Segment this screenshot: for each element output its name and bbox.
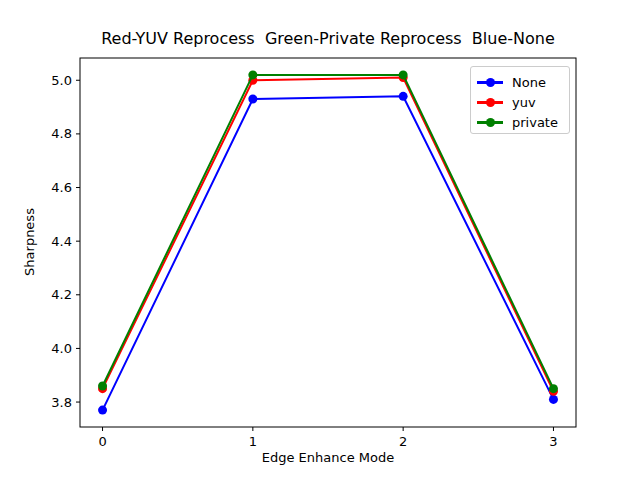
series-marker-none [399, 92, 408, 101]
series-line-none [103, 96, 554, 410]
y-tick-label: 4.0 [51, 341, 72, 356]
x-tick-label: 0 [98, 434, 106, 449]
y-tick-label: 4.2 [51, 287, 72, 302]
series-marker-private [248, 70, 257, 79]
y-tick-label: 4.4 [51, 234, 72, 249]
y-tick-label: 4.8 [51, 126, 72, 141]
series-marker-none [98, 406, 107, 415]
series-marker-private [549, 384, 558, 393]
x-tick-label: 3 [549, 434, 557, 449]
legend-label: private [512, 115, 558, 130]
legend-marker-private-icon [477, 117, 503, 127]
y-tick-label: 3.8 [51, 395, 72, 410]
x-axis-label: Edge Enhance Mode [80, 450, 576, 465]
figure: Red-YUV Reprocess Green-Private Reproces… [0, 0, 640, 480]
legend-marker-none-icon [477, 77, 503, 87]
y-axis-label: Sharpness [22, 208, 37, 276]
y-tick-label: 4.6 [51, 180, 72, 195]
legend-entry-yuv: yuv [477, 92, 569, 112]
y-tick-label: 5.0 [51, 73, 72, 88]
legend-label: yuv [512, 95, 536, 110]
series-marker-none [549, 395, 558, 404]
legend-label: None [512, 75, 546, 90]
legend-entry-none: None [477, 72, 569, 92]
legend-marker-yuv-icon [477, 97, 503, 107]
series-marker-none [248, 95, 257, 104]
x-tick-label: 2 [399, 434, 407, 449]
series-marker-private [98, 381, 107, 390]
legend-entry-private: private [477, 112, 569, 132]
series-marker-private [399, 70, 408, 79]
x-tick-label: 1 [249, 434, 257, 449]
legend: None yuv private [470, 66, 570, 134]
